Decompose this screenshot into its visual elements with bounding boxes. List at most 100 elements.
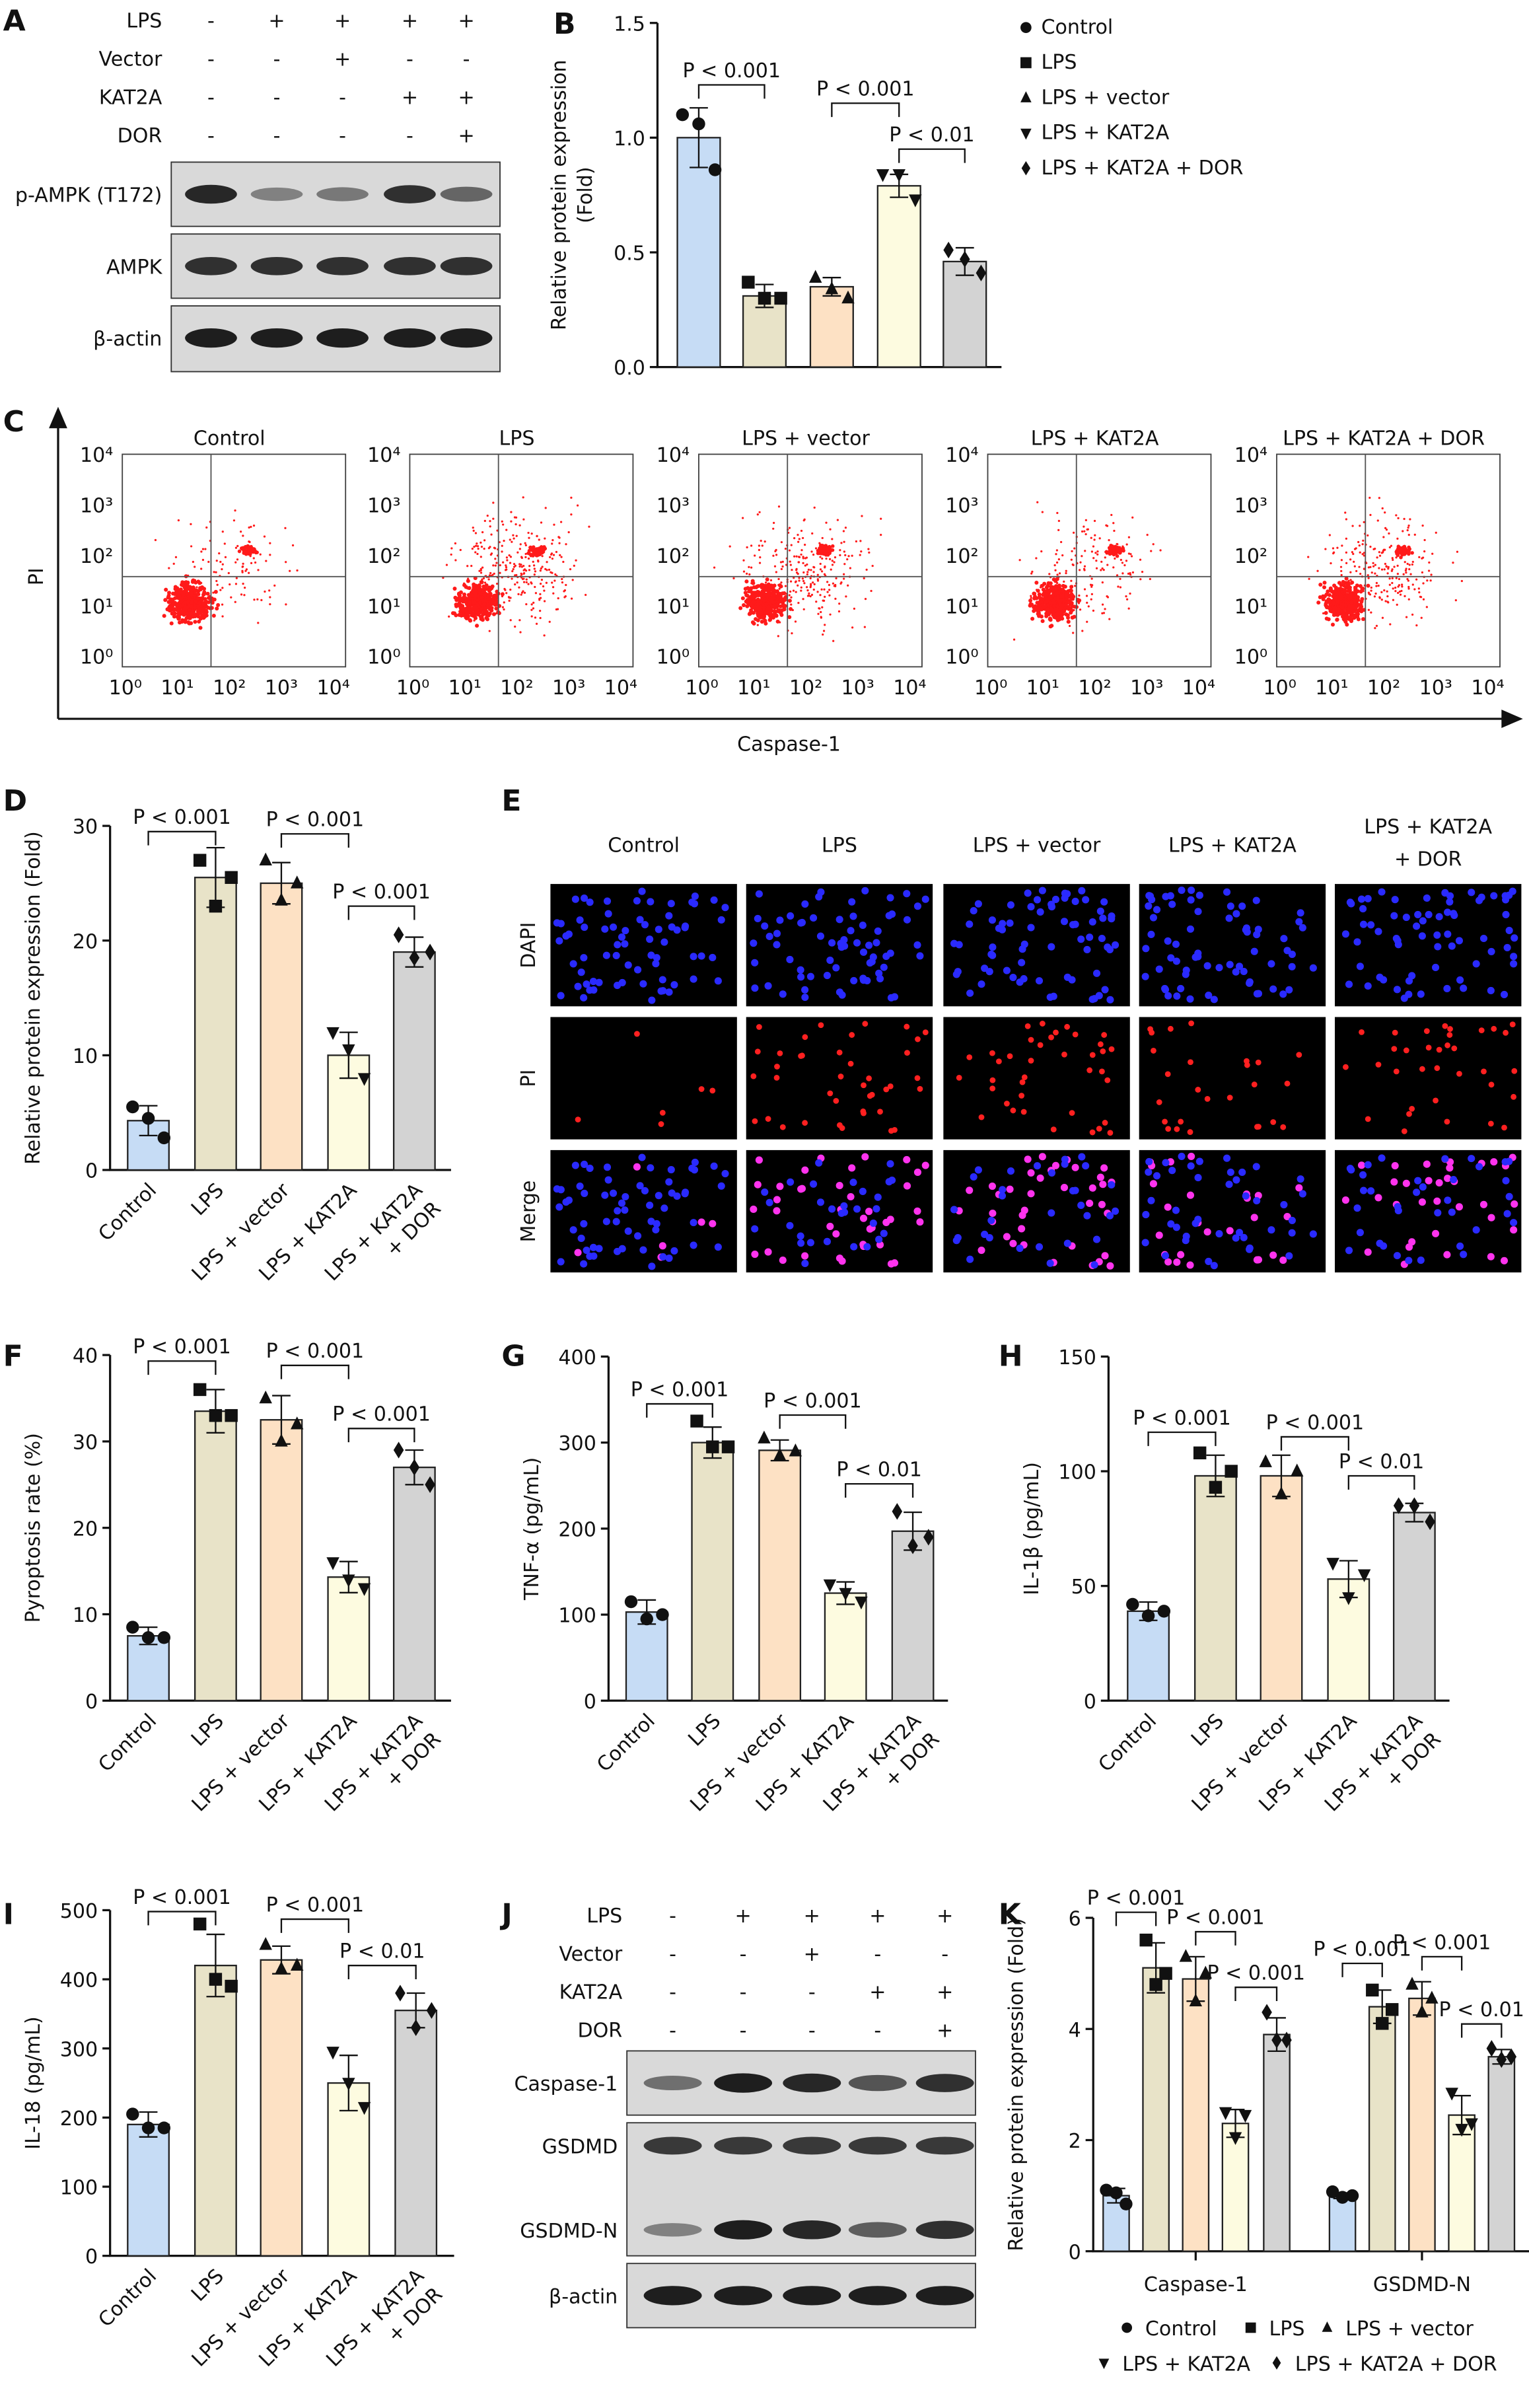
merged-dapi-nucleus xyxy=(1353,1204,1361,1212)
merged-pi-cell xyxy=(921,1161,929,1169)
dapi-nucleus xyxy=(1347,900,1355,908)
flow-x-tick: 10⁴ xyxy=(1471,676,1504,700)
flow-event-dot xyxy=(551,539,554,542)
condition-sign: + xyxy=(937,1905,953,1928)
flow-event-dot xyxy=(1348,591,1353,596)
bar xyxy=(1127,1610,1170,1702)
flow-event-dot xyxy=(221,530,224,533)
dapi-nucleus xyxy=(987,951,995,959)
dapi-nucleus xyxy=(665,912,673,920)
flow-event-dot xyxy=(790,544,793,546)
dapi-nucleus xyxy=(985,968,993,976)
flow-event-dot xyxy=(250,562,253,565)
flow-event-dot xyxy=(458,606,463,611)
dapi-nucleus xyxy=(865,941,873,949)
merged-pi-cell xyxy=(1086,1199,1094,1208)
flow-event-dot xyxy=(777,592,779,595)
flow-x-tick: 10³ xyxy=(841,676,874,700)
flow-event-dot xyxy=(1339,566,1343,568)
dapi-nucleus xyxy=(1468,889,1476,896)
flow-event-dot xyxy=(208,595,211,597)
flow-event-dot xyxy=(843,573,845,575)
pi-positive-cell xyxy=(779,1124,786,1130)
data-point-circle xyxy=(157,1131,171,1145)
flow-event-dot xyxy=(835,577,837,579)
dapi-nucleus xyxy=(859,948,868,956)
flow-event-dot xyxy=(767,591,771,595)
y-tick-label: 150 xyxy=(1058,1346,1096,1369)
data-point-triangle-up xyxy=(1259,1454,1272,1467)
flow-event-dot xyxy=(505,556,509,559)
flow-event-dot xyxy=(1332,552,1335,555)
data-point-circle xyxy=(157,2121,171,2134)
flow-event-dot xyxy=(474,551,477,554)
merged-dapi-nucleus xyxy=(665,1178,673,1186)
dapi-nucleus xyxy=(974,900,982,908)
merged-dapi-nucleus xyxy=(751,1225,759,1233)
pi-positive-cell xyxy=(1174,1126,1180,1132)
dapi-nucleus xyxy=(1353,938,1361,946)
flow-event-dot xyxy=(1112,522,1115,525)
flow-event-dot xyxy=(488,604,491,607)
merged-dapi-nucleus xyxy=(1016,1244,1024,1253)
dapi-nucleus xyxy=(1503,943,1511,951)
flow-event-dot xyxy=(485,606,489,609)
flow-event-dot xyxy=(1352,609,1357,614)
flow-event-dot xyxy=(1324,599,1329,604)
flow-event-dot xyxy=(1398,590,1402,593)
flow-event-dot xyxy=(771,593,775,597)
merged-dapi-nucleus xyxy=(714,1243,722,1251)
flow-event-dot xyxy=(518,563,521,566)
flow-event-dot xyxy=(1402,551,1404,554)
flow-event-dot xyxy=(557,597,559,600)
merged-dapi-nucleus xyxy=(1232,1176,1240,1184)
flow-event-dot xyxy=(1053,564,1056,567)
merged-pi-cell xyxy=(755,1156,763,1164)
flow-event-dot xyxy=(511,540,513,543)
data-point-triangle-up xyxy=(1405,1977,1419,1990)
dapi-nucleus xyxy=(798,918,806,926)
flow-event-dot xyxy=(230,596,232,599)
merged-dapi-nucleus xyxy=(622,1192,629,1201)
flow-y-tick: 10² xyxy=(80,545,113,568)
flow-event-dot xyxy=(513,563,516,566)
protein-band xyxy=(250,256,303,275)
flow-event-dot xyxy=(1376,519,1379,522)
dapi-nucleus xyxy=(863,976,871,984)
flow-event-dot xyxy=(505,568,508,571)
merged-pi-cell xyxy=(978,1246,985,1255)
flow-event-dot xyxy=(763,610,767,615)
dapi-nucleus xyxy=(665,988,673,996)
flow-event-dot xyxy=(791,568,793,571)
dapi-nucleus xyxy=(1205,992,1213,1000)
dapi-nucleus xyxy=(1155,965,1163,973)
flow-event-dot xyxy=(169,621,174,626)
dapi-nucleus xyxy=(589,977,598,986)
data-point-triangle-down xyxy=(357,2101,371,2115)
flow-event-dot xyxy=(824,566,826,569)
data-point-square xyxy=(758,291,771,305)
flow-event-dot xyxy=(487,578,490,581)
pi-positive-cell xyxy=(904,1050,910,1056)
dapi-nucleus xyxy=(1083,945,1091,953)
flow-event-dot xyxy=(1360,587,1363,590)
flow-event-dot xyxy=(1354,604,1359,609)
flow-event-dot xyxy=(461,609,466,614)
flow-event-dot xyxy=(1060,590,1063,593)
condition-sign: - xyxy=(339,124,346,147)
data-point-circle xyxy=(1121,2322,1133,2333)
merged-dapi-nucleus xyxy=(586,1164,594,1173)
flow-event-dot xyxy=(1388,532,1390,535)
merged-dapi-nucleus xyxy=(1405,1257,1413,1264)
flow-event-dot xyxy=(530,608,533,611)
flow-event-dot xyxy=(575,559,577,562)
pi-positive-cell xyxy=(1102,1120,1108,1126)
flow-event-dot xyxy=(1367,574,1369,577)
western-blot-a: LPS - + + + +Vector - - + - -KAT2A - - - + +DOR - - - - +p-A… xyxy=(15,10,501,373)
flow-event-dot xyxy=(1349,579,1352,581)
flow-x-tick: 10⁰ xyxy=(1263,676,1296,700)
arrowhead-icon xyxy=(1501,710,1523,728)
bar xyxy=(1142,1967,1170,2252)
pi-positive-cell xyxy=(1487,1120,1494,1127)
merged-pi-cell xyxy=(633,1163,641,1171)
